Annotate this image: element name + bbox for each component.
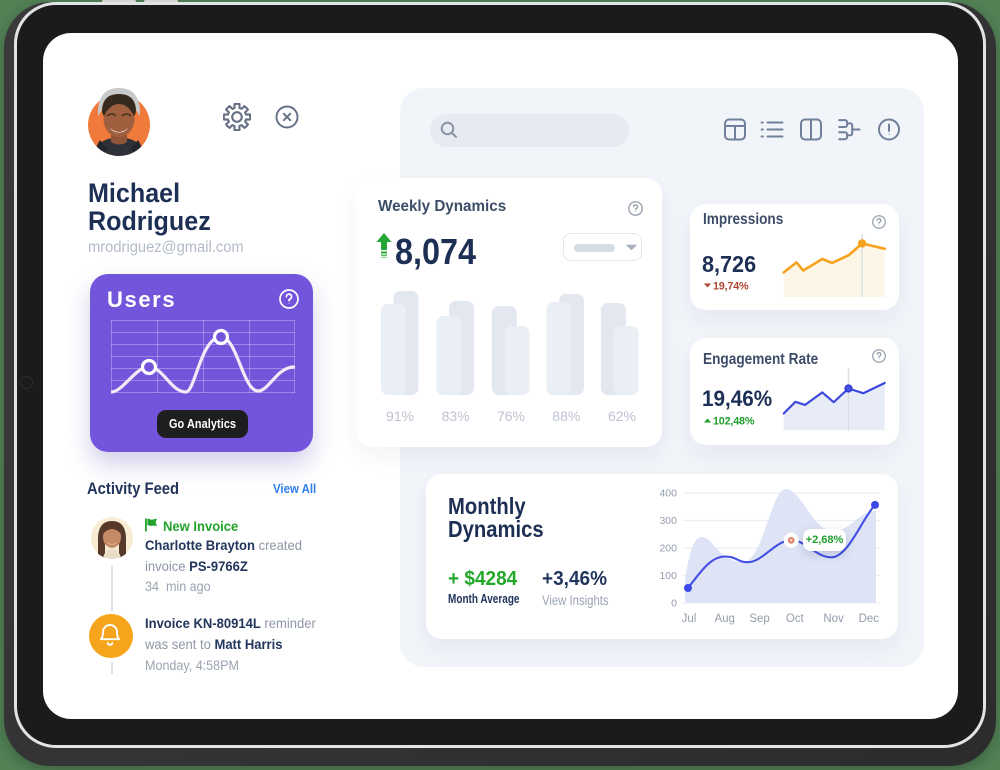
svg-text:300: 300 xyxy=(659,515,677,527)
svg-text:0: 0 xyxy=(671,597,677,609)
svg-text:200: 200 xyxy=(659,543,677,555)
svg-text:Nov: Nov xyxy=(823,613,844,625)
svg-text:Dec: Dec xyxy=(859,613,880,625)
svg-text:Jul: Jul xyxy=(682,613,697,625)
svg-text:19,74%: 19,74% xyxy=(713,280,749,292)
svg-text:102,48%: 102,48% xyxy=(713,415,755,427)
svg-text:400: 400 xyxy=(659,488,677,500)
svg-text:100: 100 xyxy=(659,570,677,582)
svg-text:Sep: Sep xyxy=(749,613,769,625)
svg-text:Aug: Aug xyxy=(714,613,734,625)
svg-text:Oct: Oct xyxy=(786,613,805,625)
